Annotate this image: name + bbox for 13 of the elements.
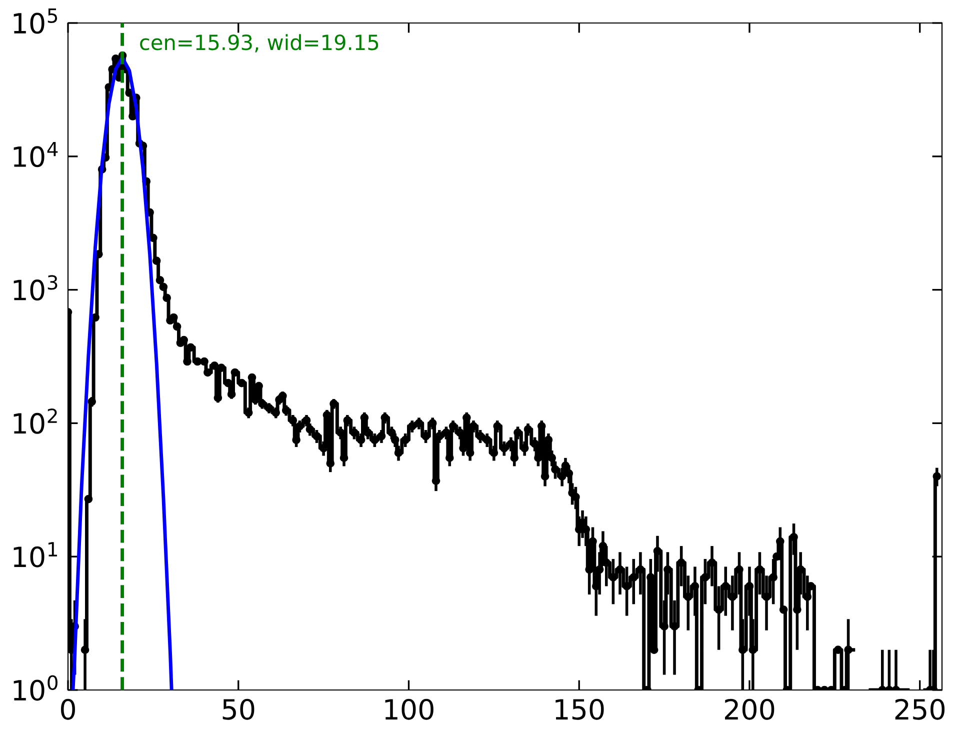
x-tick-label: 50 xyxy=(222,698,254,720)
y-tick-label: 10$^{1}$ xyxy=(14,542,57,568)
x-tick-label: 150 xyxy=(556,698,604,720)
x-tick-label: 200 xyxy=(725,698,774,720)
x-tick-label: 250 xyxy=(895,698,945,720)
y-tick-label: 10$^{4}$ xyxy=(14,142,58,168)
y-tick-label: 10$^{0}$ xyxy=(14,675,58,701)
y-tick-label: 10$^{5}$ xyxy=(14,8,58,34)
x-tick-label: 0 xyxy=(60,698,75,720)
y-tick-label: 10$^{3}$ xyxy=(14,275,58,301)
y-tick-label: 10$^{2}$ xyxy=(14,408,57,434)
ref-line-label: cen=15.93, wid=19.15 xyxy=(140,34,378,52)
x-tick-label: 100 xyxy=(385,698,434,720)
